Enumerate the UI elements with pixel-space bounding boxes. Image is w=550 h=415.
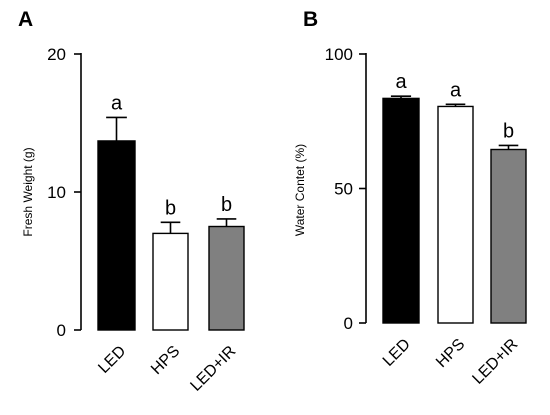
y-tick-label: 0 (57, 321, 66, 340)
panel-a: A 0 10 20 Fresh Weight (g) a LED b HPS b LED+IR (18, 8, 245, 395)
y-tick-label: 20 (47, 45, 66, 64)
x-tick-label: LED (380, 336, 414, 370)
bar (152, 232, 189, 331)
panel-label: A (18, 8, 33, 31)
significance-letter: a (450, 79, 462, 101)
significance-letter: b (165, 197, 176, 219)
y-tick-label: 10 (47, 183, 66, 202)
significance-letter: a (111, 92, 123, 114)
y-tick-label: 50 (334, 180, 353, 199)
y-tick-label: 100 (325, 45, 353, 64)
significance-letter: b (221, 194, 232, 216)
panel-b: B 0 50 100 Water Contet (%) a LED a HPS b LED+IR (293, 8, 527, 388)
bar (97, 140, 136, 331)
x-tick-label: LED+IR (187, 343, 239, 395)
panel-label: B (303, 8, 318, 31)
x-tick-label: HPS (148, 343, 183, 378)
y-axis-label: Water Contet (%) (293, 144, 307, 236)
y-tick-label: 0 (344, 314, 353, 333)
bar (208, 225, 245, 331)
x-tick-label: LED+IR (469, 336, 521, 388)
bar (437, 105, 474, 324)
bar (490, 148, 527, 324)
x-tick-label: LED (95, 343, 129, 377)
x-tick-label: HPS (433, 336, 468, 371)
y-axis-label: Fresh Weight (g) (21, 147, 35, 236)
bar (382, 97, 420, 324)
significance-letter: a (395, 71, 407, 93)
significance-letter: b (503, 120, 514, 142)
